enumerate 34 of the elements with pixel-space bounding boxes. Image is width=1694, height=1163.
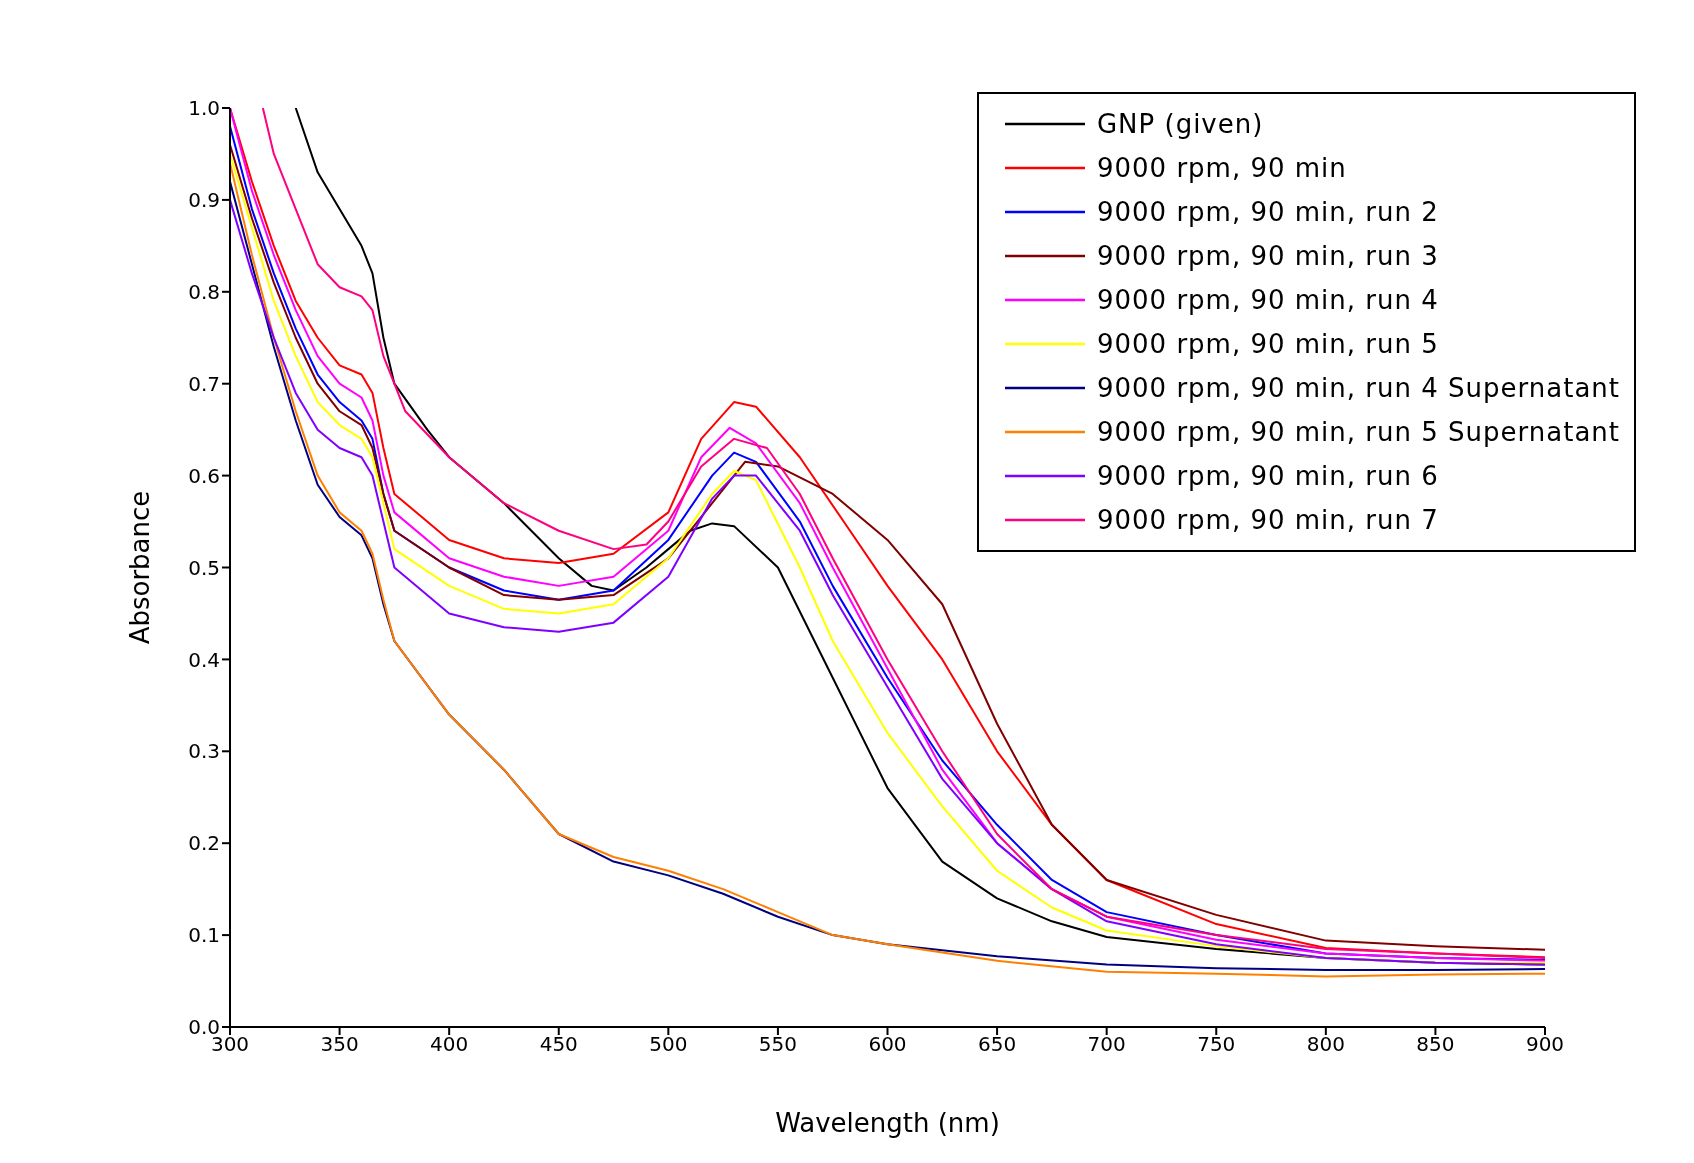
legend-label: 9000 rpm, 90 min, run 5 Supernatant bbox=[1096, 417, 1620, 447]
y-tick-label: 0.5 bbox=[188, 555, 220, 580]
x-tick-label: 900 bbox=[1525, 1032, 1565, 1057]
legend-label: 9000 rpm, 90 min, run 5 bbox=[1096, 329, 1439, 359]
x-tick-label: 500 bbox=[649, 1032, 688, 1057]
x-tick-label: 600 bbox=[868, 1032, 907, 1057]
y-tick-label: 0.3 bbox=[188, 739, 220, 764]
x-tick-label: 850 bbox=[1416, 1032, 1455, 1057]
y-tick-label: 0.6 bbox=[188, 463, 220, 488]
x-axis-title: Wavelength (nm) bbox=[775, 1108, 1000, 1138]
legend-label: 9000 rpm, 90 min, run 4 Supernatant bbox=[1096, 373, 1620, 403]
x-tick-label: 750 bbox=[1197, 1032, 1236, 1057]
y-tick-label: 0.9 bbox=[188, 188, 220, 212]
legend-label: 9000 rpm, 90 min bbox=[1096, 153, 1347, 183]
y-axis-title: Absorbance bbox=[125, 490, 156, 645]
legend-label: 9000 rpm, 90 min, run 3 bbox=[1096, 241, 1439, 271]
legend-label: 9000 rpm, 90 min, run 6 bbox=[1096, 461, 1439, 491]
y-tick-label: 0.2 bbox=[188, 831, 220, 856]
legend-label: 9000 rpm, 90 min, run 7 bbox=[1096, 505, 1439, 535]
x-tick-label: 550 bbox=[758, 1032, 798, 1057]
y-tick-label: 1.0 bbox=[188, 96, 220, 121]
x-tick-label: 400 bbox=[430, 1032, 469, 1057]
x-tick-label: 650 bbox=[977, 1032, 1017, 1057]
legend-label: GNP (given) bbox=[1096, 109, 1264, 139]
y-tick-label: 0.1 bbox=[188, 923, 220, 948]
x-tick-label: 800 bbox=[1306, 1032, 1345, 1057]
legend-label: 9000 rpm, 90 min, run 4 bbox=[1096, 285, 1439, 315]
x-tick-label: 450 bbox=[539, 1032, 578, 1057]
legend-label: 9000 rpm, 90 min, run 2 bbox=[1096, 197, 1439, 227]
x-tick-label: 350 bbox=[320, 1032, 359, 1057]
y-tick-label: 0.8 bbox=[188, 279, 220, 304]
y-tick-label: 0.7 bbox=[188, 371, 220, 396]
y-tick-label: 0.4 bbox=[188, 647, 220, 672]
x-tick-label: 700 bbox=[1087, 1032, 1126, 1057]
